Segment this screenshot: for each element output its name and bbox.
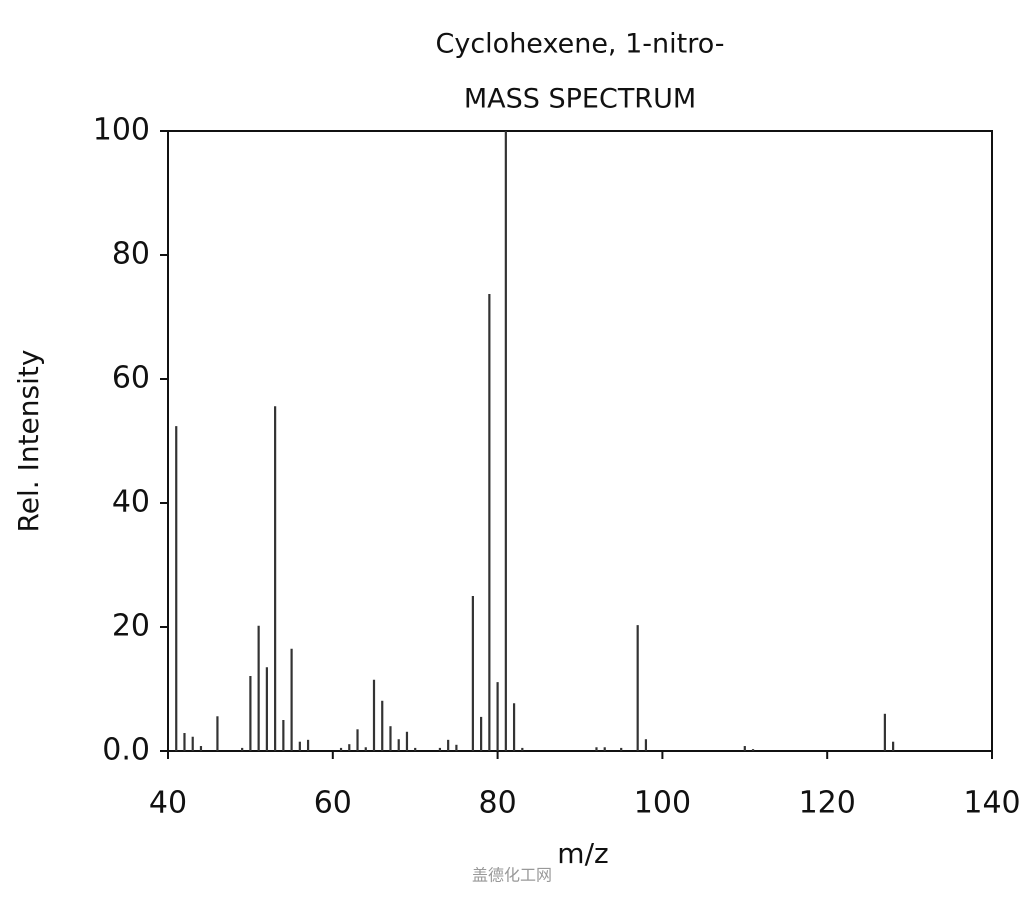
x-tick-label: 40 <box>149 786 187 821</box>
y-axis-label: Rel. Intensity <box>12 350 45 533</box>
y-tick-label: 60 <box>112 361 150 396</box>
watermark: 盖德化工网 <box>472 866 552 885</box>
chart-subtitle: MASS SPECTRUM <box>464 84 696 115</box>
x-tick-label: 140 <box>963 786 1020 821</box>
y-tick-label: 20 <box>112 609 150 644</box>
y-tick-label: 80 <box>112 237 150 272</box>
y-tick-label: 100 <box>93 113 150 148</box>
plot-frame <box>167 130 993 752</box>
chart-title: Cyclohexene, 1-nitro- <box>436 29 725 60</box>
y-tick-label: 40 <box>112 485 150 520</box>
x-tick-label: 120 <box>799 786 856 821</box>
x-axis-label: m/z <box>557 837 608 870</box>
x-tick-label: 100 <box>634 786 691 821</box>
x-tick-label: 60 <box>314 786 352 821</box>
x-tick-label: 80 <box>479 786 517 821</box>
y-tick-label: 0.0 <box>102 733 150 768</box>
